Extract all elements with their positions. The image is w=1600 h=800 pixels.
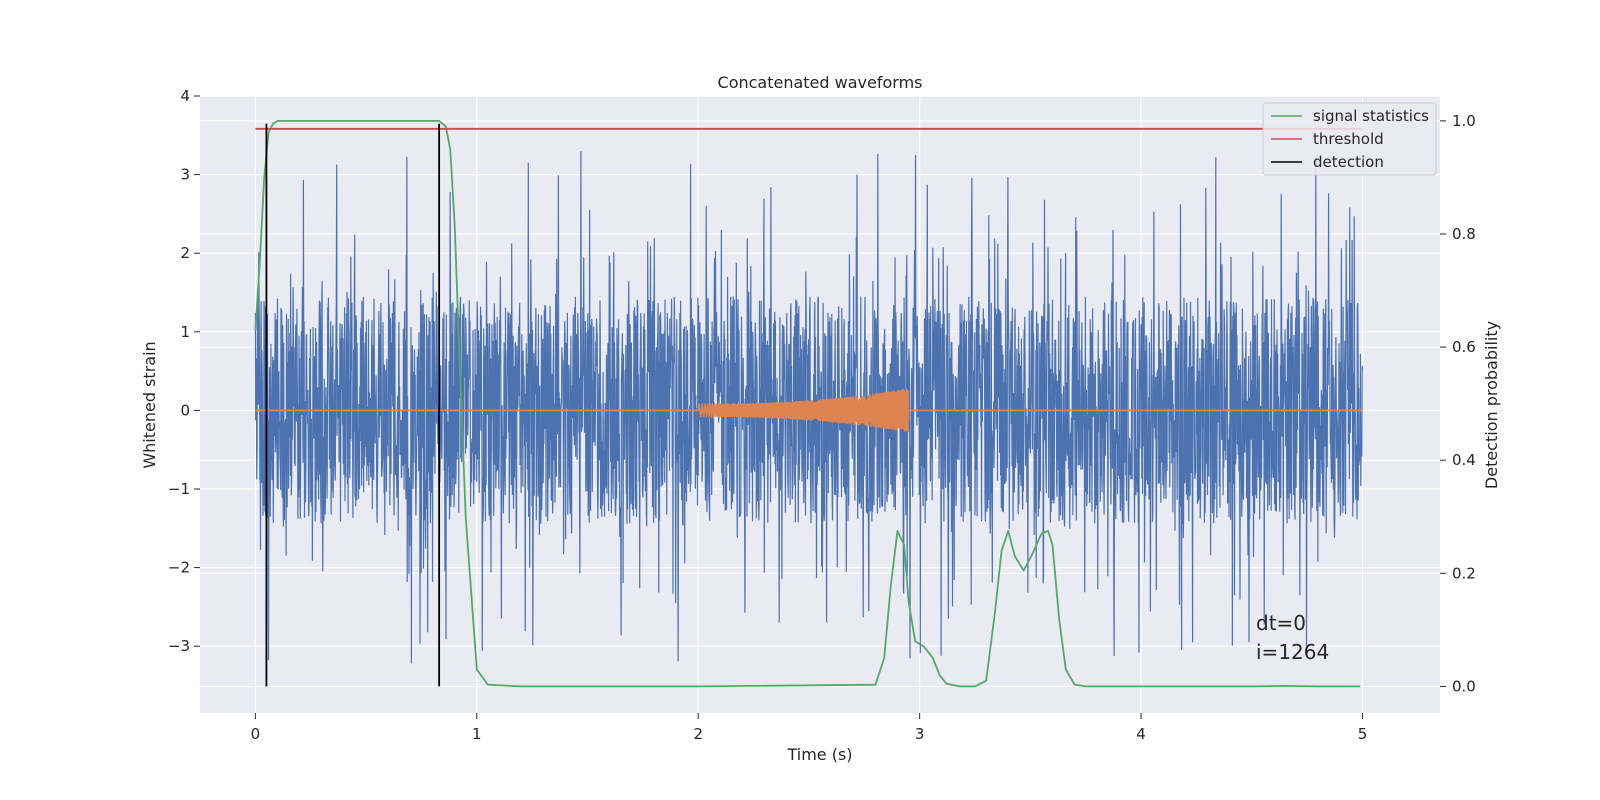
y-left-tick-label: 2 [180, 244, 190, 262]
legend-label-detection: detection [1313, 153, 1384, 171]
y-left-tick-label: −2 [168, 559, 190, 577]
y-left-tick-label: 4 [180, 87, 190, 105]
y-left-tick-label: −1 [168, 480, 190, 498]
y-left-tick-label: 3 [180, 166, 190, 184]
chart-title: Concatenated waveforms [718, 73, 923, 92]
y-right-tick-label: 1.0 [1452, 112, 1476, 130]
series-layer [254, 120, 1364, 688]
x-axis-ticks: 0 1 2 3 4 5 [251, 713, 1368, 743]
y-right-tick-label: 0.6 [1452, 338, 1476, 356]
x-tick-label: 4 [1136, 725, 1146, 743]
series-signal-statistics [254, 120, 1361, 688]
series-injected-signal [697, 388, 910, 433]
y-left-tick-label: 0 [180, 401, 190, 419]
left-axis-ticks: 4 3 2 1 0 −1 −2 −3 [168, 87, 200, 655]
x-tick-label: 2 [693, 725, 703, 743]
y-right-tick-label: 0.2 [1452, 564, 1476, 582]
y-left-tick-label: −3 [168, 637, 190, 655]
annotation-dt: dt=0 [1256, 611, 1306, 635]
legend-label-threshold: threshold [1313, 130, 1384, 148]
y-right-tick-label: 0.4 [1452, 451, 1476, 469]
y-left-tick-label: 1 [180, 323, 190, 341]
right-axis-ticks: 1.0 0.8 0.6 0.4 0.2 0.0 [1440, 112, 1476, 695]
x-tick-label: 3 [915, 725, 925, 743]
y-right-tick-label: 0.8 [1452, 225, 1476, 243]
y-right-tick-label: 0.0 [1452, 677, 1476, 695]
x-axis-label: Time (s) [786, 745, 852, 764]
x-tick-label: 1 [472, 725, 482, 743]
y-axis-label-left: Whitened strain [140, 341, 159, 468]
legend-label-signal-statistics: signal statistics [1313, 107, 1429, 125]
y-axis-label-right: Detection probability [1482, 321, 1501, 489]
x-tick-label: 5 [1358, 725, 1368, 743]
annotation-index: i=1264 [1256, 640, 1329, 664]
legend: signal statistics threshold detection [1262, 102, 1437, 176]
x-tick-label: 0 [251, 725, 261, 743]
legend-box [1262, 102, 1437, 176]
